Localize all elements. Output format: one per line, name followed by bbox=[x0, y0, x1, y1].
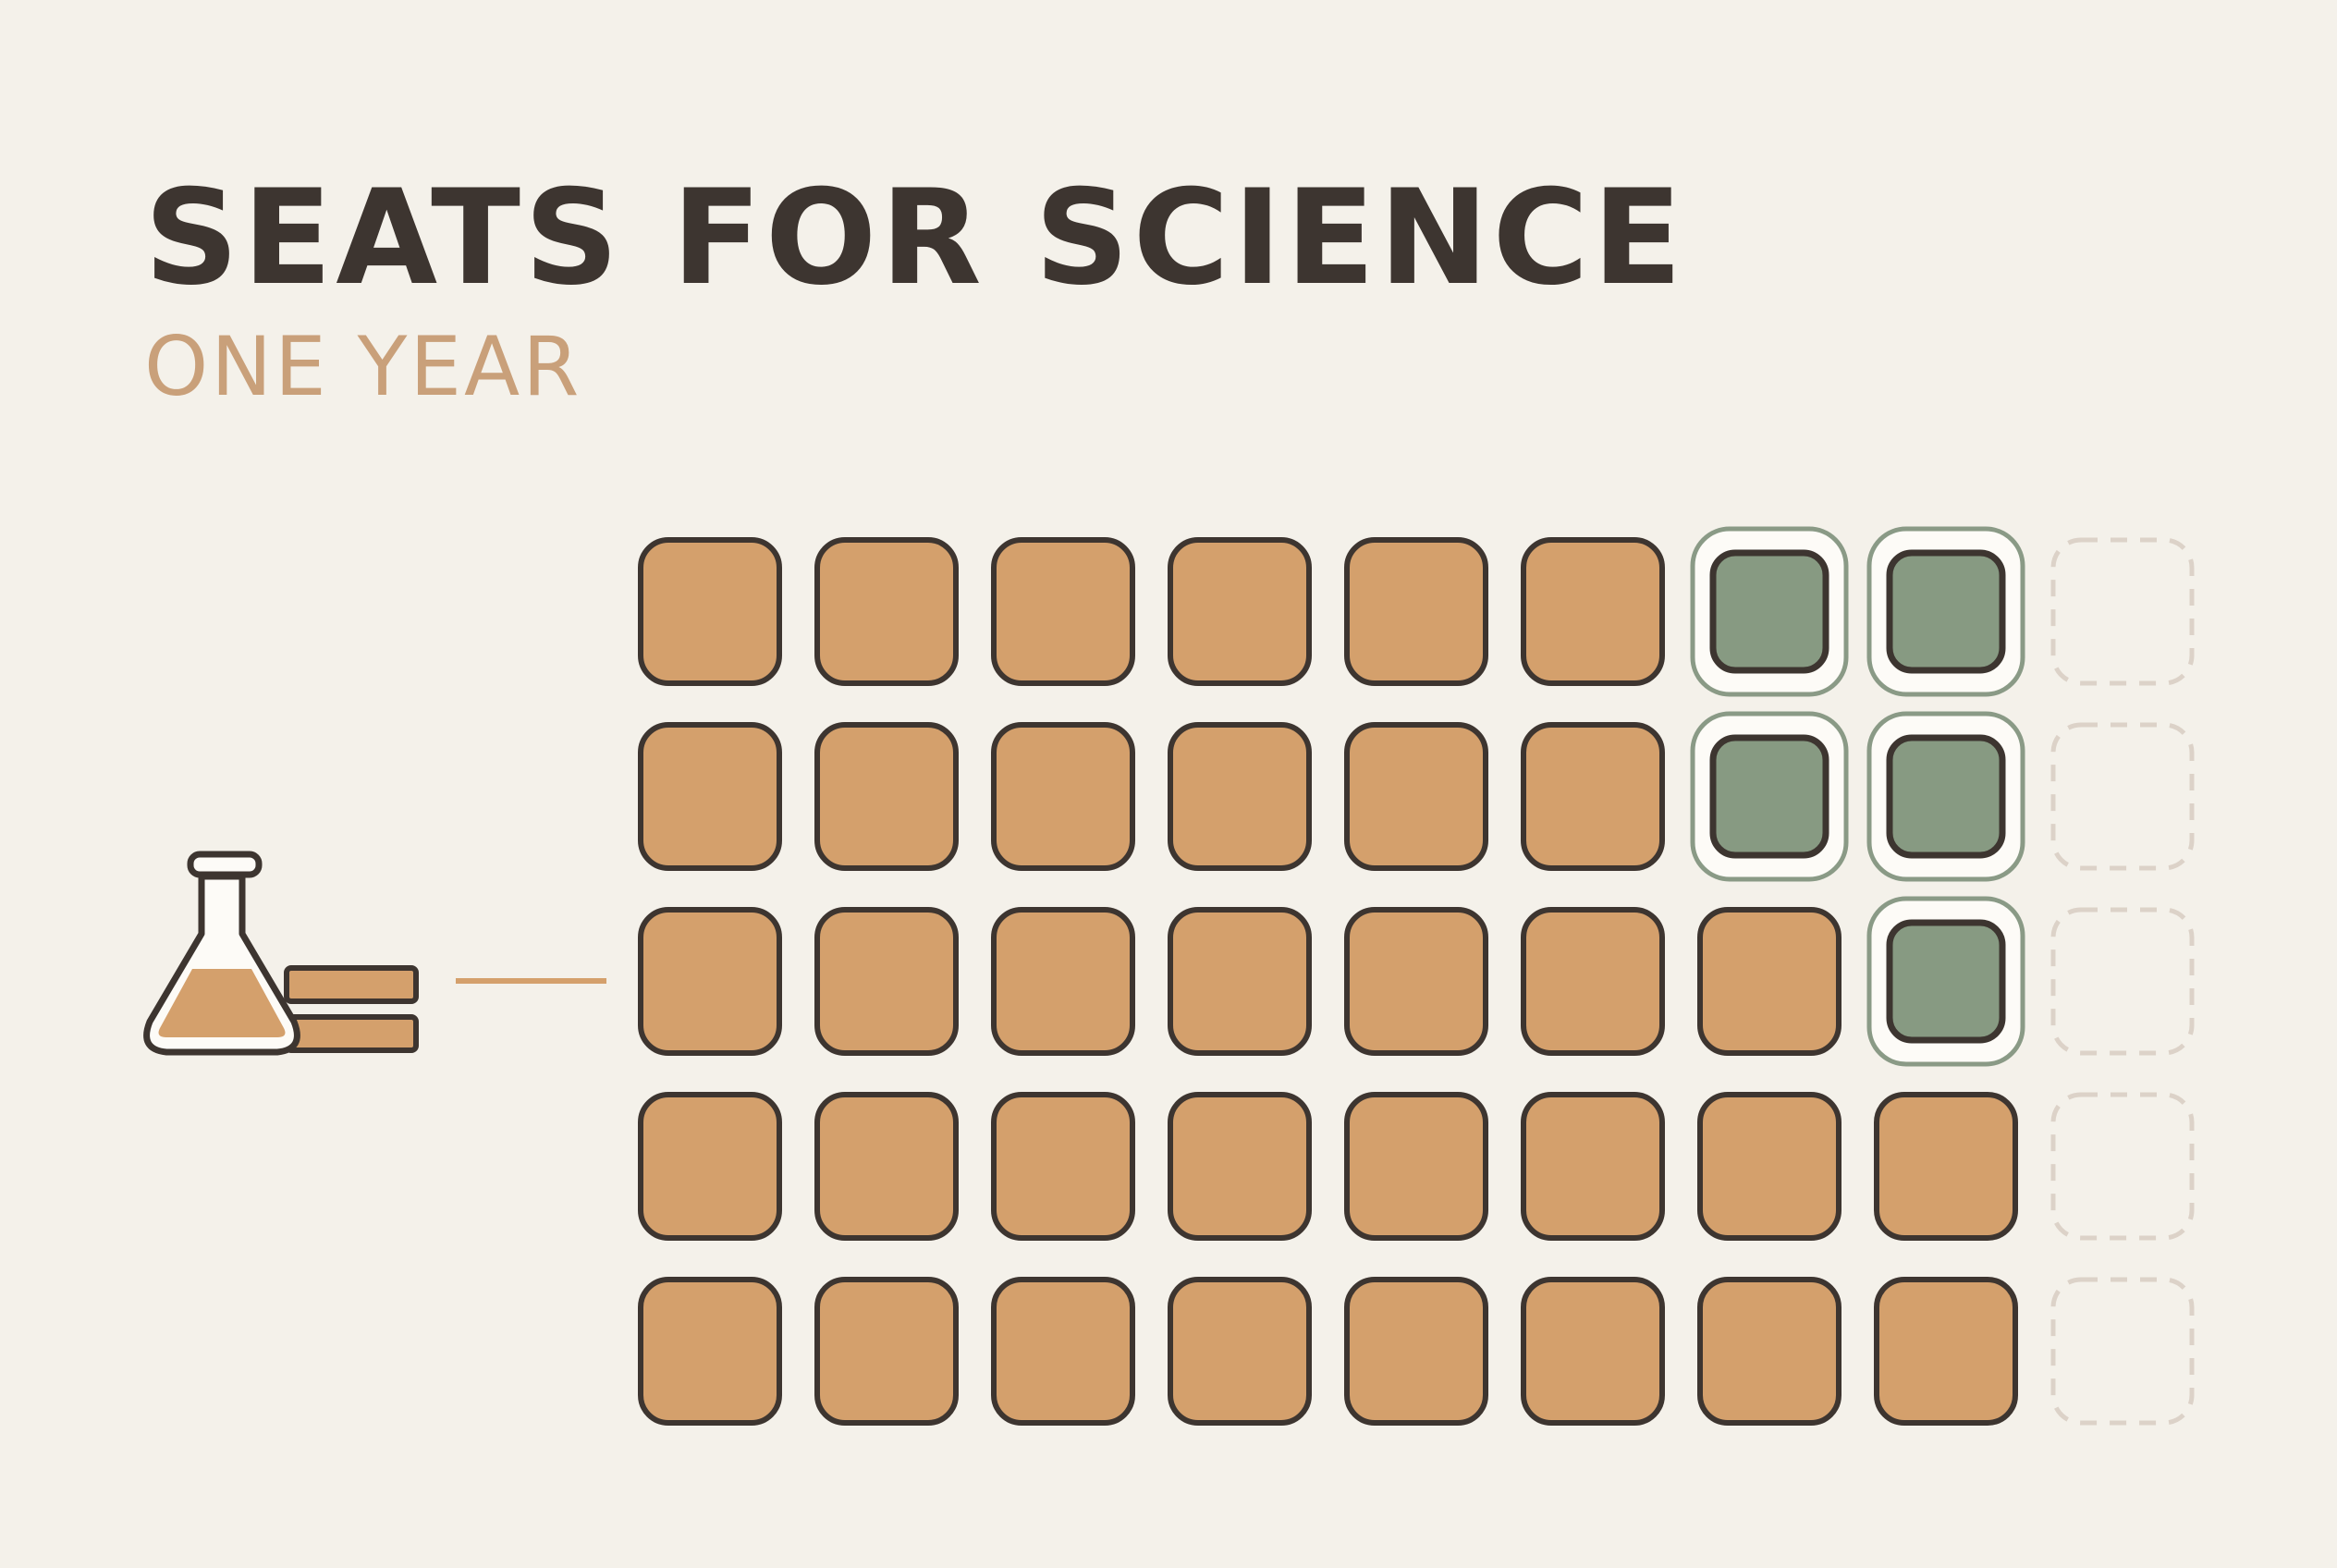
seat-filled bbox=[638, 1277, 782, 1426]
seat-filled bbox=[991, 1277, 1135, 1426]
seat-filled bbox=[1168, 537, 1312, 686]
seat-filled bbox=[1521, 722, 1665, 871]
seat-filled bbox=[1697, 1277, 1841, 1426]
subtitle: ONE YEAR bbox=[144, 319, 581, 414]
title: SEATS FOR SCIENCE bbox=[144, 162, 1686, 314]
seat-filled bbox=[1521, 1277, 1665, 1426]
seat-filled bbox=[814, 1277, 959, 1426]
seat-filled bbox=[638, 907, 782, 1056]
seat-highlighted bbox=[1886, 734, 2006, 859]
seat-filled bbox=[1168, 722, 1312, 871]
seat-filled bbox=[991, 1092, 1135, 1241]
seat-filled bbox=[1697, 907, 1841, 1056]
seat-highlighted bbox=[1886, 919, 2006, 1044]
seat-filled bbox=[1344, 1092, 1488, 1241]
seat-filled bbox=[1521, 1092, 1665, 1241]
seat-filled bbox=[638, 537, 782, 686]
seat-empty bbox=[2050, 1277, 2195, 1426]
seat-filled bbox=[638, 1092, 782, 1241]
seat-filled bbox=[991, 722, 1135, 871]
seat-highlighted bbox=[1709, 734, 1829, 859]
seat-filled bbox=[814, 722, 959, 871]
seat-empty bbox=[2050, 722, 2195, 871]
seat-highlighted bbox=[1886, 549, 2006, 674]
seat-filled bbox=[814, 1092, 959, 1241]
seat-filled bbox=[991, 537, 1135, 686]
seat-filled bbox=[1344, 1277, 1488, 1426]
seat-filled bbox=[1521, 537, 1665, 686]
seat-filled bbox=[1344, 537, 1488, 686]
seat-empty bbox=[2050, 537, 2195, 686]
seat-highlighted bbox=[1709, 549, 1829, 674]
seat-filled bbox=[814, 907, 959, 1056]
seat-filled bbox=[1697, 1092, 1841, 1241]
seat-filled bbox=[1168, 907, 1312, 1056]
seat-filled bbox=[1874, 1277, 2018, 1426]
seat-filled bbox=[1344, 907, 1488, 1056]
seat-filled bbox=[1521, 907, 1665, 1056]
seat-filled bbox=[1344, 722, 1488, 871]
seat-empty bbox=[2050, 907, 2195, 1056]
seat-filled bbox=[814, 537, 959, 686]
seat-filled bbox=[991, 907, 1135, 1056]
seat-filled bbox=[1168, 1092, 1312, 1241]
seat-filled bbox=[1168, 1277, 1312, 1426]
seat-empty bbox=[2050, 1092, 2195, 1241]
seat-grid bbox=[638, 526, 2195, 1426]
seat-filled bbox=[638, 722, 782, 871]
science-icon bbox=[143, 851, 419, 1056]
seat-filled bbox=[1874, 1092, 2018, 1241]
